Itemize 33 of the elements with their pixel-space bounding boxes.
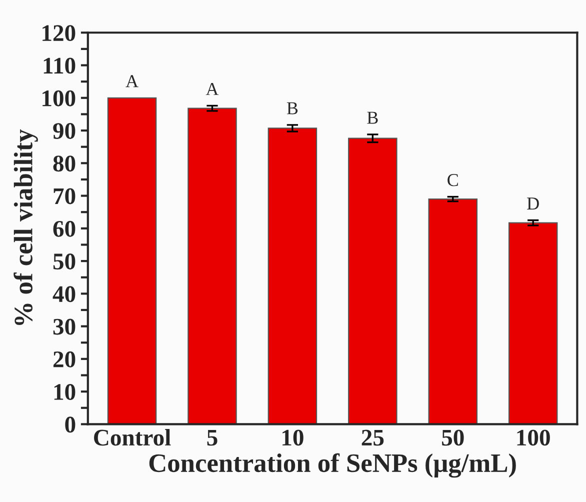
bar — [107, 97, 157, 424]
x-tick-label: 10 — [282, 430, 304, 446]
y-tick-label: 90 — [53, 123, 76, 139]
y-tick-label: 80 — [53, 156, 76, 172]
bar — [188, 108, 237, 424]
y-tick-label: 20 — [53, 351, 76, 368]
annotation: C — [448, 174, 458, 186]
bar — [428, 198, 478, 424]
y-tick-label: 50 — [53, 254, 76, 270]
y-tick-label: 0 — [65, 416, 76, 433]
y-tick-label: 40 — [52, 286, 76, 302]
y-tick-label: 30 — [53, 318, 76, 335]
y-tick-label: 100 — [42, 90, 76, 106]
x-tick-label: 5 — [207, 430, 218, 446]
x-axis-title: Concentration of SeNPs (μg/mL) — [149, 453, 516, 478]
x-tick-label: 25 — [362, 430, 384, 446]
bar — [508, 222, 558, 424]
annotation: B — [286, 102, 298, 114]
annotation: B — [367, 112, 378, 124]
bar — [268, 128, 318, 424]
x-tick-label: Control — [94, 429, 171, 446]
x-tick-label: 50 — [442, 430, 464, 446]
x-tick-label: 100 — [517, 430, 550, 446]
y-tick-label: 10 — [54, 384, 76, 400]
annotation: A — [206, 83, 219, 95]
y-tick-label: 110 — [44, 58, 76, 74]
y-tick-label: 120 — [42, 25, 76, 42]
annotation: D — [527, 198, 539, 210]
y-tick-label: 70 — [54, 188, 76, 204]
y-tick-label: 60 — [53, 220, 76, 237]
annotation: A — [126, 75, 138, 88]
y-axis-title: % of cell viability — [14, 129, 38, 326]
bar — [348, 138, 398, 424]
